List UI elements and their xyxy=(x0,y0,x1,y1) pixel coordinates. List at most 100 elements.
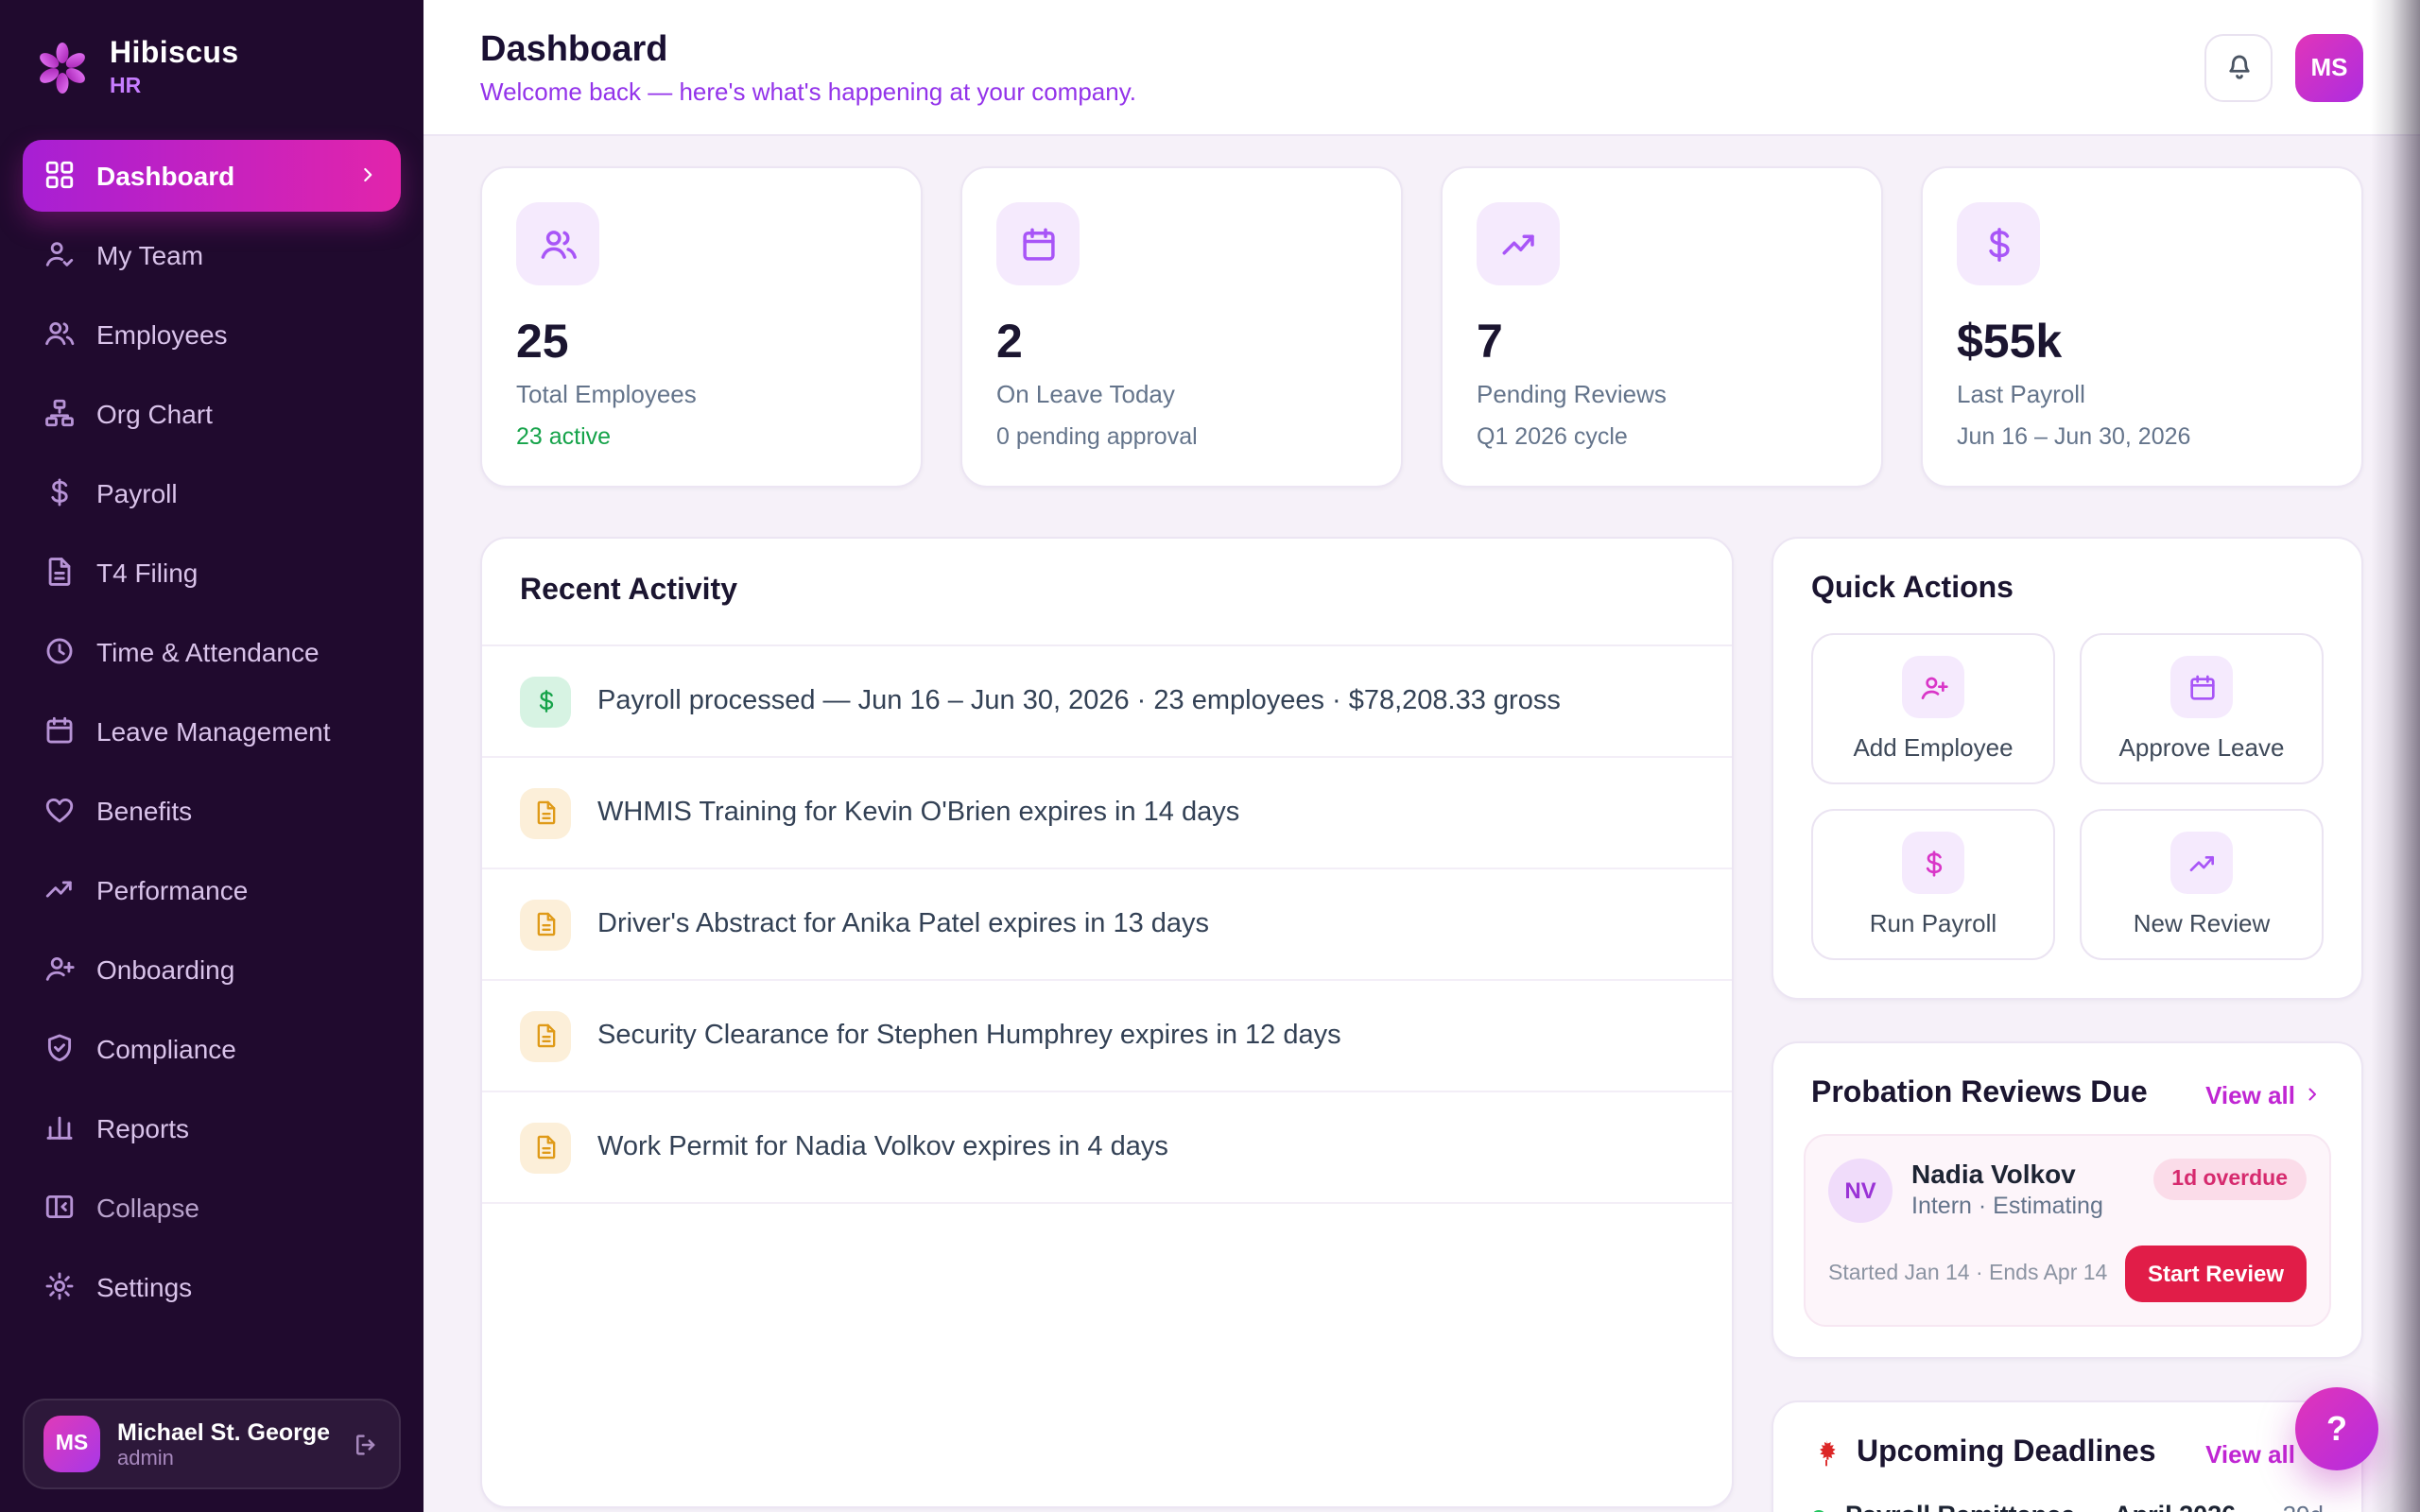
stat-value: 7 xyxy=(1477,316,1503,369)
quick-action-approve-leave[interactable]: Approve Leave xyxy=(2080,633,2324,784)
quick-action-add-employee[interactable]: Add Employee xyxy=(1811,633,2055,784)
stat-sub: Q1 2026 cycle xyxy=(1477,423,1628,450)
sidebar-item-payroll[interactable]: Payroll xyxy=(23,456,401,528)
sidebar-item-collapse[interactable]: Collapse xyxy=(23,1171,401,1243)
users-icon xyxy=(43,318,76,350)
sidebar-item-employees[interactable]: Employees xyxy=(23,298,401,369)
grid-icon xyxy=(43,159,76,191)
dashboard-content: 25 Total Employees 23 active 2 On Leave … xyxy=(424,136,2420,1512)
user-check-icon xyxy=(43,238,76,270)
chevron-right-icon xyxy=(2301,1083,2324,1106)
sidebar-item-reports[interactable]: Reports xyxy=(23,1091,401,1163)
overdue-badge: 1d overdue xyxy=(2152,1159,2307,1200)
sidebar-item-benefits[interactable]: Benefits xyxy=(23,774,401,846)
document-icon xyxy=(520,1122,571,1173)
page-title: Dashboard xyxy=(480,29,668,69)
sidebar-nav: Dashboard My Team Employees Org Chart Pa… xyxy=(0,124,424,1380)
sidebar-item-time-attendance[interactable]: Time & Attendance xyxy=(23,615,401,687)
sidebar-item-dashboard[interactable]: Dashboard xyxy=(23,139,401,212)
help-button[interactable]: ? xyxy=(2295,1387,2378,1470)
sidebar-item-leave-management[interactable]: Leave Management xyxy=(23,695,401,766)
sidebar-item-settings[interactable]: Settings xyxy=(23,1250,401,1322)
card-title: Upcoming Deadlines xyxy=(1857,1436,2156,1469)
topbar: Dashboard Welcome back — here's what's h… xyxy=(424,0,2420,136)
user-plus-icon xyxy=(43,953,76,985)
dollar-icon xyxy=(1902,832,1964,894)
sidebar-user[interactable]: MS Michael St. George admin xyxy=(23,1399,401,1489)
deadline-due: 29d xyxy=(2283,1501,2324,1512)
stat-sub: Jun 16 – Jun 30, 2026 xyxy=(1957,423,2191,450)
document-icon xyxy=(520,1010,571,1061)
users-icon xyxy=(516,202,599,285)
card-title: Probation Reviews Due xyxy=(1811,1077,2148,1109)
sidebar-item-org-chart[interactable]: Org Chart xyxy=(23,377,401,449)
sidebar-item-t4-filing[interactable]: T4 Filing xyxy=(23,536,401,608)
collapse-sidebar-icon xyxy=(43,1191,76,1223)
bell-icon xyxy=(2222,51,2255,83)
sidebar-item-my-team[interactable]: My Team xyxy=(23,218,401,290)
view-all-link[interactable]: View all xyxy=(2205,1439,2324,1468)
employee-name: Nadia Volkov xyxy=(1911,1159,2076,1189)
upcoming-deadlines-card: Upcoming Deadlines View all Payroll Remi… xyxy=(1772,1400,2363,1512)
calendar-icon xyxy=(2170,656,2233,718)
dollar-icon xyxy=(1957,202,2040,285)
stat-label: Total Employees xyxy=(516,380,697,408)
document-icon xyxy=(43,556,76,588)
activity-item[interactable]: WHMIS Training for Kevin O'Brien expires… xyxy=(482,758,1732,869)
header-avatar[interactable]: MS xyxy=(2295,33,2363,101)
page-subtitle: Welcome back — here's what's happening a… xyxy=(480,77,1136,105)
trend-icon xyxy=(43,873,76,905)
stat-sub: 0 pending approval xyxy=(996,423,1198,450)
clock-icon xyxy=(43,635,76,667)
user-role: admin xyxy=(117,1447,174,1469)
quick-action-run-payroll[interactable]: Run Payroll xyxy=(1811,809,2055,960)
stat-value: 2 xyxy=(996,316,1023,369)
recent-activity-card: Recent Activity Payroll processed — Jun … xyxy=(480,537,1734,1508)
document-icon xyxy=(520,787,571,838)
activity-item[interactable]: Payroll processed — Jun 16 – Jun 30, 202… xyxy=(482,646,1732,758)
avatar: MS xyxy=(43,1416,100,1472)
activity-item[interactable]: Security Clearance for Stephen Humphrey … xyxy=(482,981,1732,1092)
sidebar-item-performance[interactable]: Performance xyxy=(23,853,401,925)
sidebar-item-compliance[interactable]: Compliance xyxy=(23,1012,401,1084)
brand: Hibiscus HR xyxy=(0,0,424,124)
hierarchy-icon xyxy=(43,397,76,429)
brand-sub: HR xyxy=(110,75,142,98)
probation-reviews-card: Probation Reviews Due View all NV Nadia … xyxy=(1772,1041,2363,1359)
employee-meta: Intern · Estimating xyxy=(1911,1193,2103,1219)
view-all-link[interactable]: View all xyxy=(2205,1080,2324,1108)
activity-item[interactable]: Driver's Abstract for Anika Patel expire… xyxy=(482,869,1732,981)
user-plus-icon xyxy=(1902,656,1964,718)
user-name: Michael St. George xyxy=(117,1418,331,1445)
deadline-item[interactable]: Payroll Remittance — April 2026 May 15 2… xyxy=(1804,1501,2331,1512)
dollar-icon xyxy=(43,476,76,508)
start-review-button[interactable]: Start Review xyxy=(2124,1246,2307,1302)
calendar-icon xyxy=(43,714,76,747)
stat-label: Last Payroll xyxy=(1957,380,2085,408)
status-dot xyxy=(1811,1510,1826,1512)
maple-leaf-icon xyxy=(1811,1438,1841,1469)
shield-icon xyxy=(43,1032,76,1064)
avatar: NV xyxy=(1828,1159,1893,1223)
stat-card-total-employees: 25 Total Employees 23 active xyxy=(480,166,923,488)
sidebar-item-onboarding[interactable]: Onboarding xyxy=(23,933,401,1005)
dollar-icon xyxy=(520,676,571,727)
logout-icon[interactable] xyxy=(352,1430,380,1458)
card-title: Quick Actions xyxy=(1811,573,2014,605)
stat-card-on-leave: 2 On Leave Today 0 pending approval xyxy=(960,166,1403,488)
card-title: Recent Activity xyxy=(520,575,737,607)
trend-icon xyxy=(1477,202,1560,285)
stat-card-pending-reviews: 7 Pending Reviews Q1 2026 cycle xyxy=(1441,166,1883,488)
main: Dashboard Welcome back — here's what's h… xyxy=(424,0,2420,1512)
probation-review-item: NV Nadia Volkov Intern · Estimating 1d o… xyxy=(1804,1134,2331,1327)
stats-row: 25 Total Employees 23 active 2 On Leave … xyxy=(480,166,2363,488)
activity-item[interactable]: Work Permit for Nadia Volkov expires in … xyxy=(482,1092,1732,1204)
notifications-button[interactable] xyxy=(2204,33,2273,101)
stat-sub: 23 active xyxy=(516,423,612,450)
chevron-right-icon xyxy=(355,163,380,187)
quick-action-new-review[interactable]: New Review xyxy=(2080,809,2324,960)
heart-icon xyxy=(43,794,76,826)
calendar-icon xyxy=(996,202,1080,285)
bar-chart-icon xyxy=(43,1111,76,1143)
